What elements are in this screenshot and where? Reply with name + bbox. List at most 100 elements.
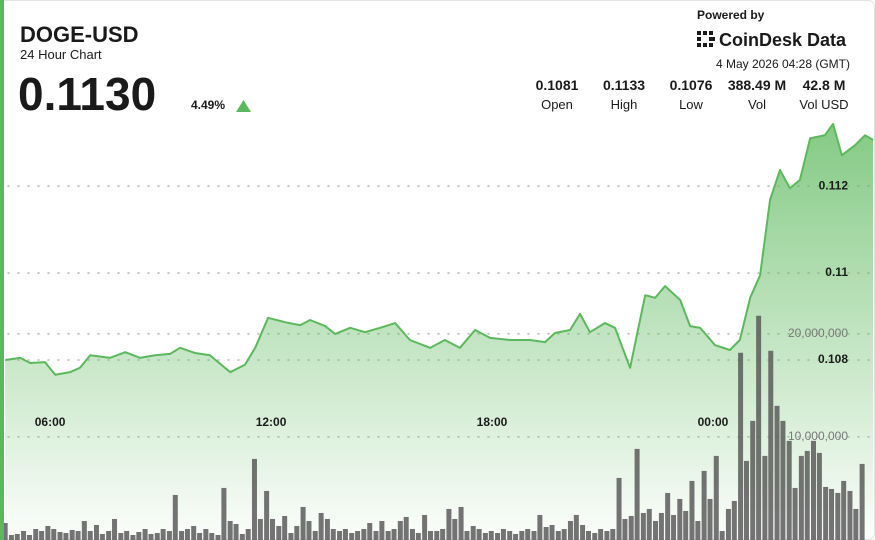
volume-bar	[762, 455, 768, 540]
volume-bar	[422, 514, 428, 540]
volume-bar	[349, 532, 355, 540]
volume-bar	[172, 494, 178, 540]
volume-bar	[653, 520, 659, 540]
volume-bar	[835, 492, 841, 540]
volume-bar	[585, 530, 591, 540]
volume-bar	[179, 530, 185, 540]
y2-tick-label: 20,000,000	[788, 326, 848, 340]
volume-bar	[859, 463, 865, 540]
volume-bar	[415, 532, 421, 540]
volume-bar	[257, 518, 263, 540]
volume-bar	[160, 528, 166, 540]
lines	[5, 122, 874, 376]
volume-bar	[312, 530, 318, 540]
volume-bar	[543, 526, 549, 540]
volume-bar	[671, 514, 677, 540]
volume-bar	[99, 533, 105, 540]
volume-bar	[270, 518, 276, 540]
volume-bar	[665, 492, 671, 540]
volume-bar	[8, 534, 14, 540]
price-line	[5, 122, 874, 376]
volume-bar	[707, 498, 713, 540]
y-tick-label: 0.11	[825, 265, 848, 279]
volume-bar	[810, 440, 816, 540]
y2-tick-label: 10,000,000	[788, 429, 848, 443]
volume-bar	[446, 508, 452, 540]
volume-bar	[750, 420, 756, 540]
volume-bar	[488, 530, 494, 540]
volume-bar	[440, 528, 446, 540]
volume-bar	[397, 520, 403, 540]
volume-bar	[69, 529, 75, 540]
volume-bar	[361, 528, 367, 540]
volume-bar	[658, 512, 664, 540]
volume-bar	[713, 455, 719, 540]
volume-bar	[634, 448, 640, 540]
volume-bar	[337, 530, 343, 540]
volume-bar	[75, 530, 81, 540]
volume-bar	[239, 533, 245, 540]
x-tick-label: 12:00	[256, 415, 287, 429]
volume-bar	[458, 506, 464, 540]
volume-bar	[701, 470, 707, 540]
volume-bar	[689, 480, 695, 540]
volume-bar	[610, 528, 616, 540]
volume-bar	[330, 528, 336, 540]
volume-bar	[476, 528, 482, 540]
volume-bar	[683, 510, 689, 540]
volume-bar	[306, 520, 312, 540]
timestamp: 4 May 2026 04:28 (GMT)	[716, 57, 850, 71]
volume-bar	[604, 530, 610, 540]
volume-bar	[26, 534, 32, 540]
volume-bar	[725, 508, 731, 540]
volume-bar	[780, 420, 786, 540]
stat-value: 42.8 M	[803, 77, 846, 93]
volume-bar	[695, 520, 701, 540]
volume-bar	[355, 530, 361, 540]
volume-bar	[276, 525, 282, 540]
volume-bar	[379, 520, 385, 540]
volume-bar	[786, 440, 792, 540]
subtitle: 24 Hour Chart	[20, 47, 102, 62]
volume-bar	[549, 524, 555, 540]
volume-bar	[507, 530, 513, 540]
volume-bar	[166, 530, 172, 540]
volume-bar	[136, 531, 142, 540]
volume-bar	[318, 512, 324, 540]
volume-bar	[731, 500, 737, 540]
volume-bar	[21, 530, 27, 540]
volume-bar	[215, 534, 221, 540]
volume-bar	[282, 515, 288, 540]
volume-bar	[531, 530, 537, 540]
volume-bar	[677, 498, 683, 540]
volume-bar	[719, 530, 725, 540]
volume-bar	[495, 532, 501, 540]
y-tick-label: 0.108	[818, 352, 848, 366]
volume-bar	[513, 533, 519, 540]
stat-label: Low	[679, 97, 703, 112]
volume-bar	[264, 490, 270, 540]
volume-bar	[373, 530, 379, 540]
areas	[5, 123, 874, 540]
volume-bar	[324, 518, 330, 540]
volume-bar	[409, 528, 415, 540]
volume-bar	[227, 520, 233, 540]
volume-bar	[434, 530, 440, 540]
brand-logo	[697, 31, 715, 47]
stat-value: 0.1076	[670, 77, 713, 93]
stat-label: Open	[541, 97, 573, 112]
volume-bar	[81, 520, 87, 540]
stat-label: High	[611, 97, 638, 112]
volume-bar	[251, 458, 257, 540]
change: 4.49%	[191, 98, 225, 112]
stat-value: 388.49 M	[728, 77, 786, 93]
volume-bar	[391, 528, 397, 540]
volume-bar	[829, 488, 835, 540]
x-tick-label: 00:00	[698, 415, 729, 429]
stat-label: Vol	[748, 97, 766, 112]
price: 0.1130	[18, 68, 156, 120]
volume-bar	[622, 518, 628, 540]
volume-bar	[87, 530, 93, 540]
volume-bar	[816, 452, 822, 540]
